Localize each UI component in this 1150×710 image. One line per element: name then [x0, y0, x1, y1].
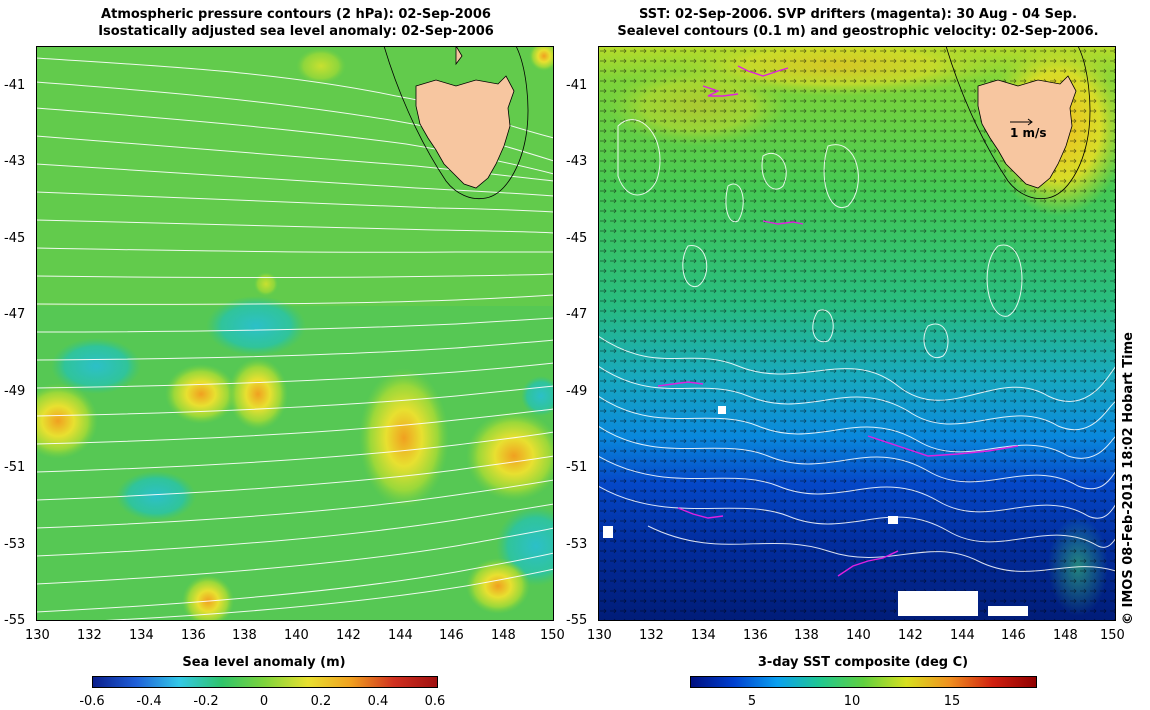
left-title-line2: Isostatically adjusted sea level anomaly… — [98, 24, 494, 39]
x-tick-label: 138 — [232, 628, 257, 643]
right-title-line2: Sealevel contours (0.1 m) and geostrophi… — [617, 24, 1099, 39]
x-tick-label: 144 — [388, 628, 413, 643]
ssha-colorbar-label: Sea level anomaly (m) — [182, 655, 346, 670]
velocity-key-label: 1 m/s — [1010, 126, 1047, 140]
right-title: SST: 02-Sep-2006. SVP drifters (magenta)… — [598, 6, 1118, 40]
tasmania-landmass — [977, 75, 1077, 189]
left-title-line1: Atmospheric pressure contours (2 hPa): 0… — [101, 7, 491, 22]
y-tick-label: -43 — [566, 154, 588, 169]
y-tick-label: -47 — [566, 307, 588, 322]
x-tick-label: 136 — [181, 628, 206, 643]
imos-credit: © IMOS 08-Feb-2013 18:02 Hobart Time — [1121, 332, 1136, 625]
colorbar-tick-label: -0.6 — [79, 694, 105, 709]
right-title-line1: SST: 02-Sep-2006. SVP drifters (magenta)… — [638, 7, 1078, 22]
y-tick-label: -41 — [566, 78, 588, 93]
sea-level-anomaly-map — [36, 46, 554, 621]
x-tick-label: 130 — [587, 628, 612, 643]
x-tick-label: 140 — [846, 628, 871, 643]
tasmania-landmass — [415, 75, 515, 189]
y-tick-label: -55 — [566, 613, 588, 628]
ssha-low-eddy — [521, 376, 554, 416]
x-tick-label: 150 — [1100, 628, 1125, 643]
ssha-high-eddy — [254, 272, 278, 296]
sealevel-contours — [598, 119, 1116, 572]
y-tick-label: -51 — [4, 460, 26, 475]
y-tick-label: -49 — [566, 384, 588, 399]
x-tick-label: 138 — [794, 628, 819, 643]
x-tick-label: 134 — [691, 628, 716, 643]
sst-colorbar-label: 3-day SST composite (deg C) — [757, 655, 969, 670]
y-tick-label: -45 — [4, 231, 26, 246]
y-tick-label: -49 — [4, 384, 26, 399]
x-tick-label: 142 — [898, 628, 923, 643]
y-tick-label: -43 — [4, 154, 26, 169]
ssha-low-eddy — [116, 471, 196, 521]
ssha-high-eddy — [529, 46, 554, 71]
y-tick-label: -53 — [566, 537, 588, 552]
svp-drifter-tracks — [657, 65, 1019, 577]
colorbar-tick-label: -0.4 — [136, 694, 162, 709]
ssha-high-eddy — [165, 364, 237, 424]
sst-colorbar — [690, 676, 1037, 688]
x-tick-label: 130 — [25, 628, 50, 643]
sst-map — [598, 46, 1116, 621]
shelf-contour — [383, 46, 529, 200]
sst-map-graphic — [598, 46, 1116, 621]
y-tick-label: -45 — [566, 231, 588, 246]
cloud-mask — [603, 406, 1028, 616]
ssha-high-eddy — [36, 383, 98, 459]
x-tick-label: 132 — [77, 628, 102, 643]
ssha-colorbar — [92, 676, 438, 688]
ssha-low-eddy — [51, 338, 141, 394]
colorbar-tick-label: 0.6 — [424, 694, 446, 709]
ssha-high-eddy — [359, 368, 449, 508]
ssha-high-eddy — [466, 411, 554, 501]
colorbar-tick-label: 0.2 — [310, 694, 332, 709]
ssha-map-frame — [36, 46, 554, 621]
left-title: Atmospheric pressure contours (2 hPa): 0… — [36, 6, 556, 40]
x-tick-label: 148 — [491, 628, 516, 643]
colorbar-tick-label: 10 — [843, 694, 861, 709]
colorbar-tick-label: 0.4 — [367, 694, 389, 709]
x-tick-label: 134 — [129, 628, 154, 643]
pressure-contours — [36, 57, 554, 621]
x-tick-label: 140 — [284, 628, 309, 643]
ssha-map-graphic — [36, 46, 554, 621]
colorbar-tick-label: 15 — [943, 694, 961, 709]
x-tick-label: 146 — [439, 628, 464, 643]
x-tick-label: 142 — [336, 628, 361, 643]
ssha-high-eddy — [466, 558, 530, 614]
colorbar-tick-label: 0 — [259, 694, 269, 709]
x-tick-label: 148 — [1053, 628, 1078, 643]
y-tick-label: -51 — [566, 460, 588, 475]
x-tick-label: 146 — [1001, 628, 1026, 643]
colorbar-tick-label: -0.2 — [193, 694, 219, 709]
y-tick-label: -47 — [4, 307, 26, 322]
y-tick-label: -41 — [4, 78, 26, 93]
mainland-coast — [455, 46, 463, 66]
x-tick-label: 150 — [540, 628, 565, 643]
x-tick-label: 136 — [743, 628, 768, 643]
y-tick-label: -55 — [4, 613, 26, 628]
velocity-key-arrow — [1010, 118, 1033, 126]
y-tick-label: -53 — [4, 537, 26, 552]
ssha-high-eddy — [296, 48, 346, 84]
ssha-low-eddy — [206, 296, 306, 356]
colorbar-tick-label: 5 — [747, 694, 757, 709]
x-tick-label: 132 — [639, 628, 664, 643]
sst-map-frame — [598, 46, 1116, 621]
x-tick-label: 144 — [950, 628, 975, 643]
shelf-contour — [945, 46, 1091, 200]
ssha-high-eddy — [182, 575, 234, 621]
ssha-high-eddy — [228, 358, 288, 430]
